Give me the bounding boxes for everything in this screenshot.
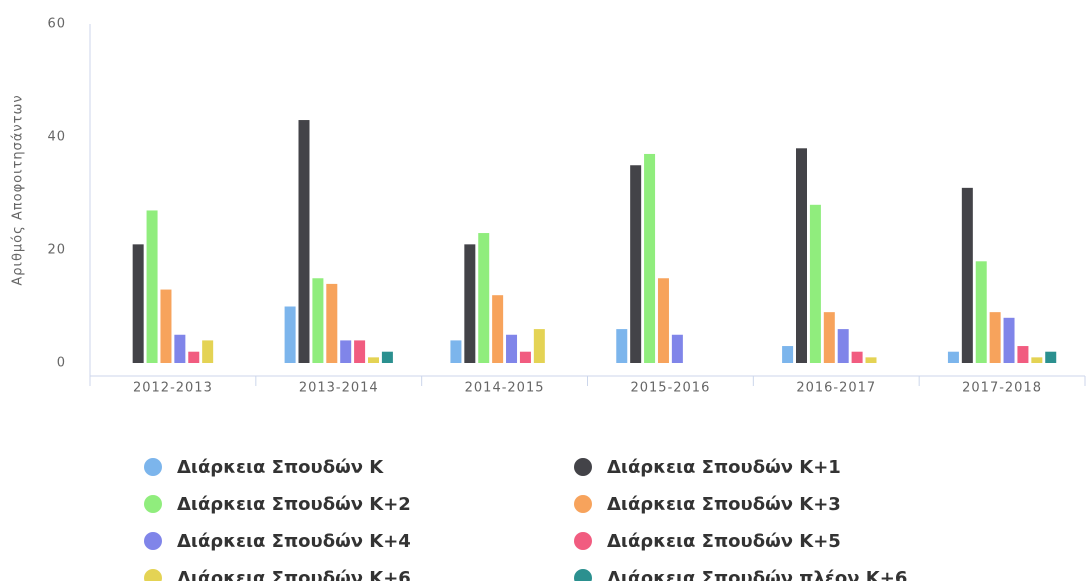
y-tick-label: 0 (57, 356, 66, 371)
bar (146, 210, 158, 363)
bar (202, 340, 214, 363)
bar (188, 351, 200, 363)
y-tick-label: 20 (47, 243, 66, 258)
legend-label[interactable]: Διάρκεια Σπουδών Κ+3 (607, 494, 841, 515)
bar (519, 351, 531, 363)
bar (533, 329, 545, 363)
bar (947, 351, 959, 363)
bar (989, 312, 1001, 363)
x-tick-label: 2015-2016 (630, 381, 710, 396)
legend-label[interactable]: Διάρκεια Σπουδών Κ+6 (177, 568, 411, 581)
bar (312, 278, 324, 363)
bar (326, 283, 338, 363)
legend-label[interactable]: Διάρκεια Σπουδών Κ (177, 457, 384, 478)
bar (616, 329, 628, 363)
x-tick-label: 2016-2017 (796, 381, 876, 396)
bar (160, 289, 172, 363)
bar (809, 204, 821, 363)
legend-marker (574, 458, 592, 476)
bar (657, 278, 669, 363)
legend-marker (574, 569, 592, 581)
legend-marker (144, 495, 162, 513)
bar (1017, 346, 1029, 363)
bar (368, 357, 379, 363)
bar (837, 329, 849, 363)
bar (975, 261, 987, 363)
bar (506, 334, 518, 363)
legend-marker (144, 532, 162, 550)
legend-marker (144, 569, 162, 581)
bar (865, 357, 877, 363)
bar (823, 312, 835, 363)
bar (340, 340, 352, 363)
x-tick-label: 2017-2018 (962, 381, 1042, 396)
y-tick-label: 40 (47, 130, 66, 145)
bar (961, 187, 973, 363)
legend-label[interactable]: Διάρκεια Σπουδών Κ+2 (177, 494, 411, 515)
x-tick-label: 2012-2013 (133, 381, 213, 396)
bar (450, 340, 462, 363)
y-tick-label: 60 (47, 17, 66, 32)
bar (1003, 317, 1015, 363)
bar (1031, 357, 1043, 363)
bar (284, 306, 296, 363)
legend-label[interactable]: Διάρκεια Σπουδών Κ+1 (607, 457, 841, 478)
bar (851, 351, 863, 363)
bar (671, 334, 683, 363)
bar (1045, 351, 1057, 363)
bar (644, 153, 656, 363)
legend-label[interactable]: Διάρκεια Σπουδών Κ+4 (177, 531, 411, 552)
bar (464, 244, 476, 363)
legend-marker (144, 458, 162, 476)
x-tick-label: 2014-2015 (465, 381, 545, 396)
legend-marker (574, 495, 592, 513)
legend-label[interactable]: Διάρκεια Σπουδών Κ+5 (607, 531, 841, 552)
bar (492, 295, 504, 363)
legend-label[interactable]: Διάρκεια Σπουδών πλέον Κ+6 (607, 568, 907, 581)
bar (782, 346, 794, 363)
y-axis-label: Αριθμός Αποφοιτησάντων (11, 94, 26, 285)
bar (174, 334, 186, 363)
bar (796, 148, 807, 363)
bar (298, 120, 310, 363)
legend-marker (574, 532, 592, 550)
bar (354, 340, 366, 363)
bar (478, 233, 490, 363)
bar (381, 351, 393, 363)
x-tick-label: 2013-2014 (299, 381, 379, 396)
bar (132, 244, 144, 363)
bar (630, 165, 642, 363)
